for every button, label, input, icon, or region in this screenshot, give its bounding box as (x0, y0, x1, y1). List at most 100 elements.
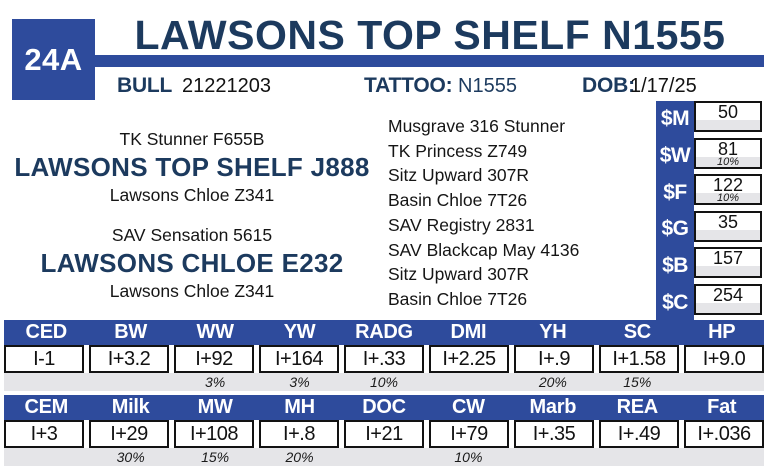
dollar-value-box: 157 (694, 247, 762, 279)
epd-column-header: DOC (362, 396, 406, 418)
ancestor-name: SAV Blackcap May 4136 (388, 239, 580, 260)
dollar-value-box: 50 (694, 101, 762, 132)
tattoo-value: N1555 (458, 75, 517, 97)
dollar-label: $C (662, 290, 688, 314)
epd-column-header: Milk (111, 396, 150, 418)
epd-value-cell: I+2.25 (429, 345, 509, 373)
epd-column-header: BW (114, 321, 148, 343)
epd-value-cell: I+108 (174, 420, 254, 448)
dollar-label: $G (661, 217, 689, 241)
ancestor-name: Basin Chloe 7T26 (388, 288, 528, 309)
epd-percentile-cell (4, 373, 88, 391)
epd-table-growth: CED BW WW YW RADG DMI YH SC HP I-1 I+3.2… (4, 320, 764, 391)
dob-label: DOB: (582, 74, 635, 97)
registration-number: 21221203 (182, 75, 271, 97)
epd-column-header: MW (197, 396, 233, 418)
dollar-value: 254 (712, 284, 744, 305)
epd-percentile-cell: 3% (204, 374, 226, 390)
epd-column-header: DMI (450, 321, 487, 343)
dob-value: 1/17/25 (630, 75, 697, 97)
epd-percentile-cell (88, 373, 172, 391)
dollar-value-box: 81 10% (694, 137, 762, 169)
dollar-percentile (696, 302, 760, 313)
epd-percentile-cell: 15% (623, 374, 652, 390)
epd-percentile-cell (511, 448, 595, 466)
animal-name-title: LAWSONS TOP SHELF N1555 (134, 12, 726, 58)
epd-column-header: Fat (707, 396, 737, 418)
epd-percentile-row: 3% 3% 10% 20% 15% (4, 373, 764, 391)
epd-value-cell: I+.8 (259, 420, 339, 448)
dam-of-dam: Lawsons Chloe Z341 (109, 281, 275, 301)
extended-pedigree-list: Musgrave 316 Stunner TK Princess Z749 Si… (388, 114, 579, 312)
dollar-value-panel: $M $W $F $G $B $C 50 81 10% 122 10% 35 (656, 101, 762, 321)
epd-percentile-cell: 10% (369, 374, 398, 390)
dollar-label: $B (662, 254, 688, 278)
epd-percentile-cell: 20% (538, 374, 567, 390)
epd-value-cell: I+.49 (599, 420, 679, 448)
dollar-label-bar: $M $W $F $G $B $C (656, 101, 694, 321)
dollar-value: 35 (717, 211, 739, 232)
epd-percentile-cell (4, 448, 88, 466)
epd-column-header: REA (616, 396, 659, 418)
dollar-value: 50 (717, 102, 739, 122)
epd-value-cell: I+.35 (514, 420, 594, 448)
epd-column-header: YH (539, 321, 567, 343)
epd-column-header: CW (452, 396, 485, 418)
epd-percentile-row: 30% 15% 20% 10% (4, 448, 764, 466)
ancestor-name: Sitz Upward 307R (388, 165, 530, 186)
epd-value-cell: I-1 (4, 345, 84, 373)
dollar-percentile (696, 266, 760, 277)
epd-value-row: I-1 I+3.2 I+92 I+164 I+.33 I+2.25 I+.9 I… (4, 345, 764, 373)
epd-value-cell: I+21 (344, 420, 424, 448)
dollar-percentile: 10% (696, 193, 760, 204)
dollar-value-box: 122 10% (694, 174, 762, 206)
epd-percentile-cell (342, 448, 426, 466)
dollar-label: $F (663, 180, 687, 204)
epd-value-cell: I+92 (174, 345, 254, 373)
dollar-percentile (696, 120, 760, 130)
epd-percentile-cell (595, 448, 679, 466)
dollar-value: 81 (717, 138, 739, 159)
epd-header-row: CED BW WW YW RADG DMI YH SC HP (4, 320, 764, 345)
ancestor-name: Musgrave 316 Stunner (388, 116, 566, 136)
sire-pedigree-block: TK Stunner F655B LAWSONS TOP SHELF J888 … (8, 128, 376, 207)
epd-percentile-cell: 15% (201, 449, 230, 465)
epd-value-row: I+3 I+29 I+108 I+.8 I+21 I+79 I+.35 I+.4… (4, 420, 764, 448)
epd-value-cell: I+29 (89, 420, 169, 448)
epd-percentile-cell (680, 373, 764, 391)
epd-column-header: HP (708, 321, 736, 343)
ancestor-name: SAV Registry 2831 (388, 214, 535, 235)
epd-column-header: MH (284, 396, 315, 418)
epd-column-header: WW (196, 321, 234, 343)
epd-header-row: CEM Milk MW MH DOC CW Marb REA Fat (4, 395, 764, 420)
epd-column-header: YW (283, 321, 316, 343)
tattoo-label: TATTOO: (364, 74, 453, 97)
epd-value-cell: I+9.0 (684, 345, 764, 373)
epd-percentile-cell: 20% (285, 449, 314, 465)
dollar-label: $W (659, 144, 691, 167)
epd-value-cell: I+.9 (514, 345, 594, 373)
dollar-value-boxes: 50 81 10% 122 10% 35 157 254 (694, 101, 762, 321)
sire-name: LAWSONS TOP SHELF J888 (14, 152, 370, 182)
title-underline-bar (95, 55, 764, 67)
dollar-percentile: 10% (696, 156, 760, 167)
dollar-label: $M (660, 107, 690, 131)
epd-percentile-cell: 10% (454, 449, 483, 465)
dollar-value-box: 254 (694, 283, 762, 315)
sire-of-sire: TK Stunner F655B (119, 129, 265, 149)
epd-value-cell: I+.036 (684, 420, 764, 448)
epd-value-cell: I+3 (4, 420, 84, 448)
epd-percentile-cell: 30% (116, 449, 145, 465)
epd-value-cell: I+1.58 (599, 345, 679, 373)
epd-column-header: SC (623, 321, 651, 343)
ancestor-name: TK Princess Z749 (388, 140, 528, 161)
epd-value-cell: I+.33 (344, 345, 424, 373)
dam-of-sire: Lawsons Chloe Z341 (109, 185, 275, 205)
epd-column-header: Marb (529, 396, 577, 418)
epd-table-maternal-carcass: CEM Milk MW MH DOC CW Marb REA Fat I+3 I… (4, 395, 764, 466)
dam-name: LAWSONS CHLOE E232 (40, 248, 344, 278)
epd-percentile-cell (680, 448, 764, 466)
sire-of-dam: SAV Sensation 5615 (111, 225, 273, 245)
lot-number: 24A (24, 41, 83, 77)
epd-value-cell: I+79 (429, 420, 509, 448)
